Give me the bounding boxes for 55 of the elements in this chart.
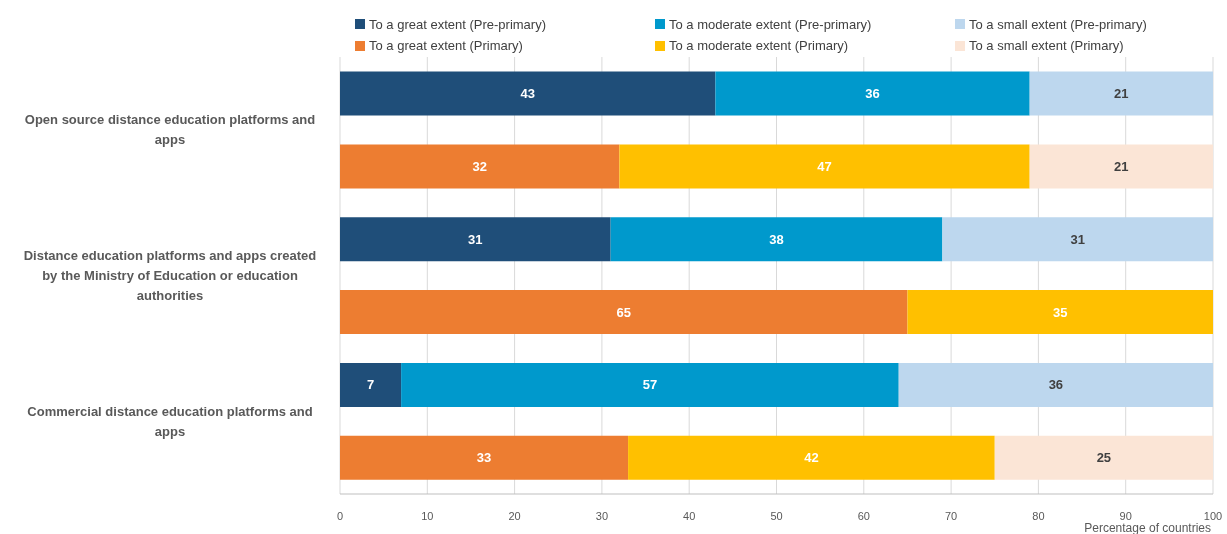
- legend-label: To a small extent (Pre-primary): [969, 16, 1147, 32]
- bar: [619, 144, 1030, 189]
- data-label: 31: [468, 231, 483, 247]
- x-tick-label: 70: [944, 509, 958, 522]
- bar: [340, 435, 629, 480]
- data-label: 25: [1096, 450, 1112, 466]
- x-axis-title: Percentage of countries: [1084, 521, 1211, 534]
- x-tick-label: 0: [336, 509, 344, 522]
- x-tick-label: 50: [770, 509, 783, 522]
- data-label: 38: [769, 231, 784, 247]
- data-label: 33: [476, 450, 492, 466]
- x-tick-label: 40: [683, 509, 696, 522]
- x-tick-label: 80: [1032, 509, 1045, 522]
- y-tick-label: Open source distance education platforms and apps: [24, 112, 316, 148]
- x-tick-label: 100: [1203, 509, 1223, 522]
- bar: [340, 362, 402, 407]
- x-tick-label: 30: [595, 509, 609, 522]
- bar: [942, 217, 1213, 262]
- data-label: 36: [865, 86, 880, 102]
- bar: [340, 144, 620, 189]
- bar: [340, 71, 716, 116]
- x-tick-label: 60: [857, 509, 870, 522]
- bar: [1029, 71, 1213, 116]
- legend-label: To a great extent (Pre-primary): [369, 16, 547, 32]
- bar: [340, 217, 611, 262]
- data-label: 35: [1052, 304, 1068, 320]
- bar: [994, 435, 1213, 480]
- y-tick-label: Commercial distance education platforms and apps: [27, 403, 313, 439]
- data-label: 42: [804, 450, 819, 466]
- data-label: 31: [1070, 231, 1085, 247]
- y-tick-label: Distance education platforms and apps created by the Ministry of Education or education authorities: [23, 248, 317, 304]
- bar: [907, 290, 1213, 335]
- bar: [610, 217, 943, 262]
- data-label: 21: [1114, 158, 1129, 174]
- legend-label: To a small extent (Primary): [969, 38, 1124, 53]
- data-label: 36: [1048, 377, 1064, 393]
- bar: [628, 435, 995, 480]
- bar: [401, 362, 899, 407]
- data-label: 57: [642, 377, 658, 393]
- bar: [715, 71, 1030, 116]
- bar: [1029, 144, 1213, 189]
- legend-label: To a great extent (Primary): [369, 38, 523, 53]
- data-label: 65: [616, 304, 631, 320]
- data-label: 7: [366, 377, 375, 393]
- legend-label: To a moderate extent (Pre-primary): [669, 16, 872, 32]
- x-tick-label: 20: [508, 509, 521, 522]
- data-label: 47: [817, 158, 832, 174]
- legend-label: To a moderate extent (Primary): [669, 38, 849, 53]
- bar: [898, 362, 1213, 407]
- x-tick-label: 90: [1119, 509, 1132, 522]
- data-label: 32: [472, 158, 487, 174]
- data-label: 21: [1114, 86, 1129, 102]
- data-label: 43: [520, 86, 535, 102]
- x-tick-label: 10: [421, 509, 434, 522]
- bar: [340, 290, 908, 335]
